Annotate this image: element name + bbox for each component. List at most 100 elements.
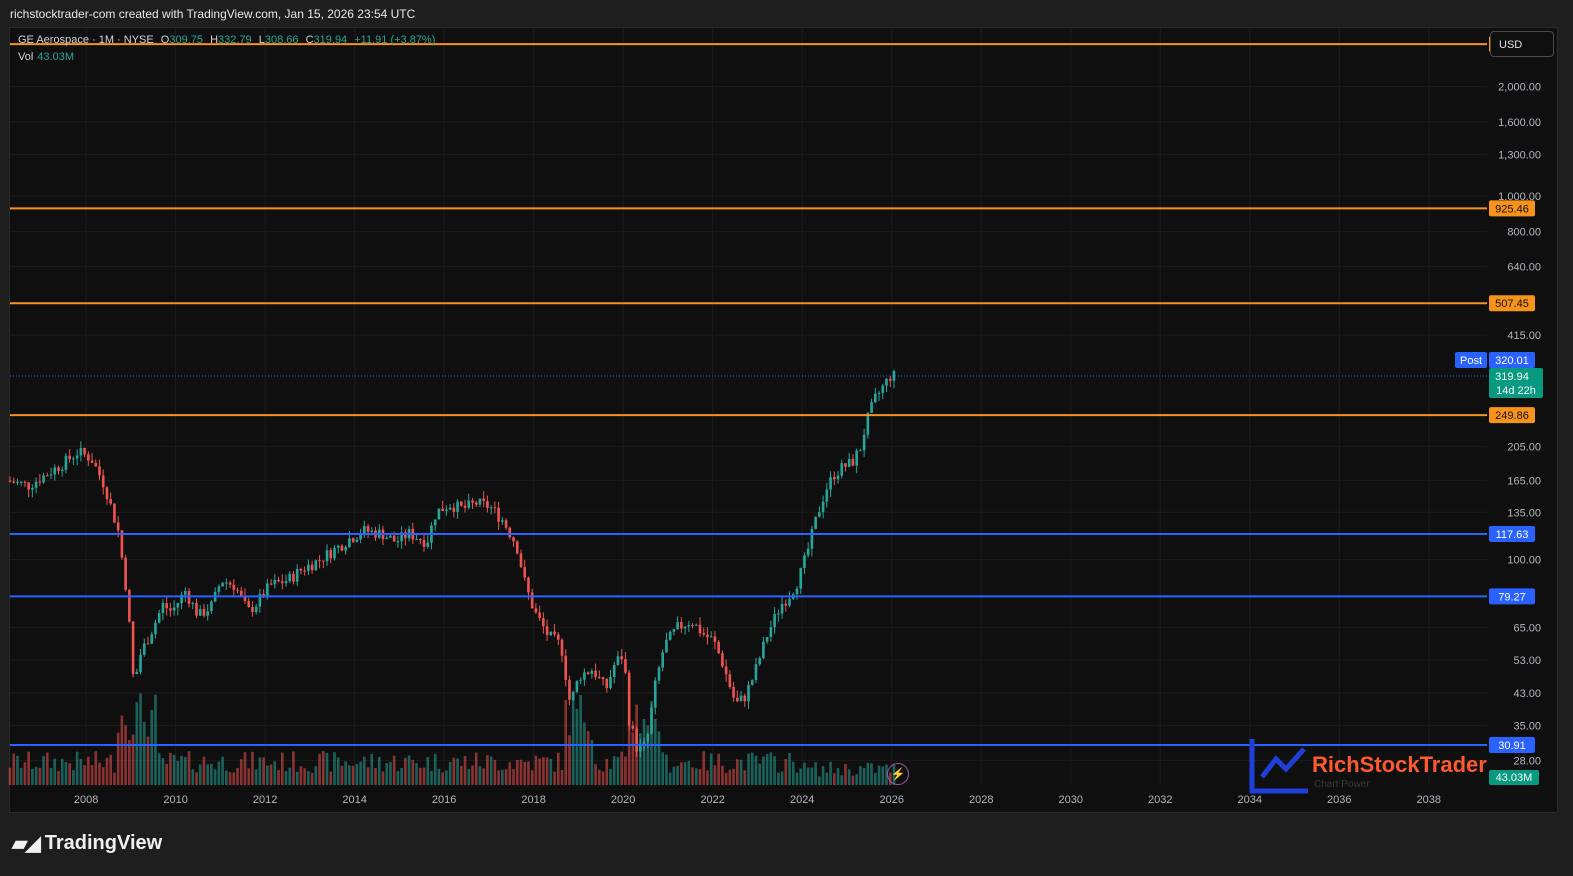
candle-body (422, 540, 426, 547)
volume-bar (433, 753, 437, 785)
candle-body (72, 458, 75, 460)
volume-bar (724, 772, 728, 785)
candle-body (94, 462, 98, 467)
volume-bar (874, 772, 877, 785)
volume-bar (254, 769, 258, 785)
volume-bar (881, 766, 885, 785)
candle-body (318, 560, 321, 562)
candle-body (176, 603, 180, 608)
volume-bar (426, 757, 430, 785)
level-tag (1489, 407, 1535, 424)
volume-bar (336, 757, 340, 785)
volume-bar (586, 731, 590, 785)
volume-bar (236, 767, 239, 785)
candle-body (325, 550, 329, 562)
volume-bar (333, 752, 336, 785)
level-tag-label: 925.46 (1495, 203, 1529, 215)
level-tag-label: 249.86 (1495, 410, 1529, 422)
price-tick-label: 43.00 (1513, 688, 1541, 700)
volume-bar (441, 772, 444, 785)
candle-body (806, 548, 810, 556)
volume-bar (631, 732, 635, 785)
volume-bar (784, 759, 788, 785)
candle-body (694, 624, 698, 626)
volume-bar (400, 767, 403, 785)
candle-body (799, 568, 803, 589)
candle-body (124, 557, 127, 590)
high-value: 332.79 (218, 34, 252, 46)
candle-body (646, 733, 650, 742)
candle-body (456, 501, 459, 512)
candle-body (665, 639, 668, 653)
volume-bar (832, 773, 836, 785)
volume-bar (45, 752, 49, 785)
volume-bar (329, 771, 333, 785)
candle-body (396, 541, 400, 543)
candle-body (590, 670, 594, 674)
volume-bar (280, 752, 284, 785)
volume-bar (605, 758, 609, 785)
candle-body (717, 641, 720, 654)
volume-bar (859, 766, 862, 785)
candle-body (832, 477, 836, 480)
candle-body (810, 529, 814, 549)
volume-bar (728, 769, 732, 785)
time-tick-label: 2034 (1238, 794, 1262, 806)
volume-bar (706, 770, 709, 785)
volume-bar (292, 751, 295, 785)
volume-bar (105, 757, 109, 785)
candle-body (191, 602, 195, 604)
volume-bar (142, 722, 146, 785)
high-label: H (210, 34, 219, 46)
volume-bar (161, 758, 165, 785)
candle-body (38, 481, 42, 483)
candle-body (344, 547, 347, 551)
candle-body (527, 577, 530, 593)
candle-body (874, 393, 877, 403)
lightning-icon[interactable]: ⚡ (887, 763, 909, 785)
volume-bar (42, 755, 45, 785)
candle-body (814, 516, 817, 530)
volume-bar (754, 755, 758, 785)
volume-bar (683, 762, 687, 785)
time-tick-label: 2028 (969, 794, 993, 806)
volume-bar (463, 756, 467, 785)
currency-button[interactable]: USD (1490, 31, 1554, 57)
volume-bar (665, 754, 668, 785)
candle-body (303, 570, 306, 572)
candle-body (243, 595, 247, 601)
volume-bar (83, 765, 86, 785)
candle-body (478, 498, 482, 505)
tradingview-logo[interactable]: ▰◢ TradingView (12, 831, 162, 856)
symbol-title[interactable]: GE Aerospace · 1M · NYSE (18, 34, 154, 46)
candle-body (277, 579, 280, 582)
volume-bar (154, 694, 157, 785)
volume-bar (538, 758, 541, 785)
volume-bar (747, 753, 750, 785)
candle-body (351, 538, 355, 542)
countdown-label: 14d 22h (1496, 385, 1536, 397)
volume-bar (262, 757, 265, 785)
volume-bar (460, 765, 463, 785)
volume-bar (363, 756, 366, 785)
candle-body (23, 481, 27, 483)
volume-bar (128, 739, 131, 785)
volume-bar (519, 759, 523, 785)
volume-bar (862, 767, 866, 785)
volume-bar (98, 762, 101, 785)
volume-bar (210, 763, 213, 785)
volume-bar (624, 756, 627, 785)
candle-body (635, 728, 638, 752)
price-tick-label: 2,000.00 (1498, 82, 1541, 94)
volume-bar (549, 758, 553, 785)
candle-body (818, 512, 821, 517)
chart-pane[interactable] (9, 27, 1558, 813)
candle-body (616, 656, 620, 665)
volume-bar (251, 751, 254, 785)
volume-bar (370, 753, 374, 785)
candle-body (8, 480, 12, 482)
volume-bar (109, 754, 113, 785)
candle-body (523, 567, 527, 578)
volume-bar (284, 771, 288, 785)
